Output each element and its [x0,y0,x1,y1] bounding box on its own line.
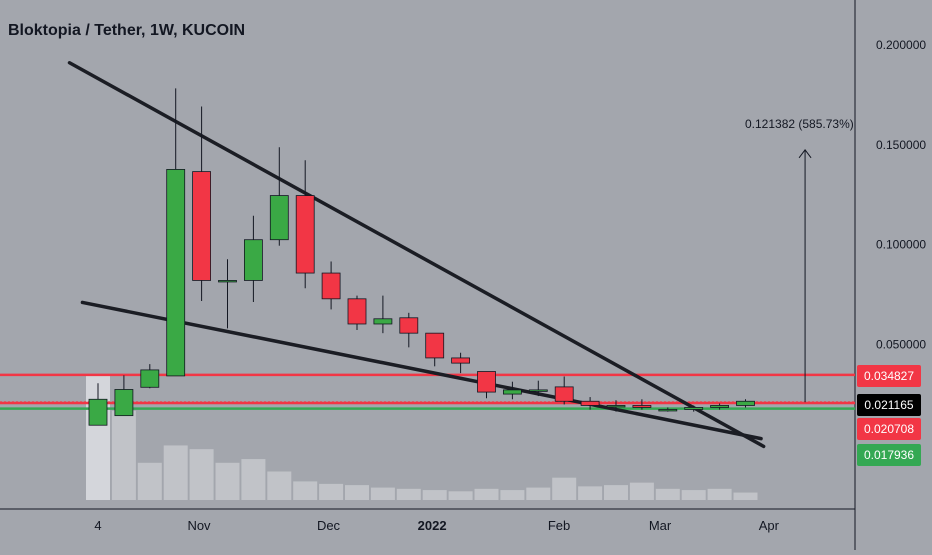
volume-bar [241,459,266,500]
volume-bar [604,485,628,500]
volume-bar [370,487,395,500]
time-tick-label: Feb [548,518,570,533]
volume-bar [189,449,214,500]
measure-tool[interactable] [798,149,812,403]
trendline[interactable] [67,61,766,449]
volume-bar [345,485,369,500]
price-tag-low: 0.020708 [857,418,921,440]
volume-bar [629,482,654,500]
measurement-label: 0.121382 (585.73%) 1 [745,117,857,131]
volume-bar [552,477,577,500]
volume-bar [293,481,318,500]
candle-up[interactable] [502,389,522,395]
time-tick-label: Mar [649,518,672,533]
volume-bar [474,488,499,500]
price-tick-label: 0.100000 [876,238,926,252]
volume-bar [267,471,292,500]
volume-bar [578,486,603,500]
volume-bar [396,488,421,500]
price-tick-label: 0.150000 [876,138,926,152]
price-tick-label: 0.200000 [876,38,926,52]
price-tick-label: 0.050000 [876,338,926,352]
volume-bar [111,410,136,500]
volume-bar [422,490,447,500]
price-tag-last: 0.021165 [857,394,921,416]
time-axis[interactable]: 4 Nov Dec 2022 Feb Mar Apr [94,518,779,533]
price-tag-resistance: 0.034827 [857,365,921,387]
volume-bar [707,488,732,500]
volume-bar [448,491,473,500]
volume-bar [319,483,344,500]
candle-down[interactable] [192,171,212,281]
price-tag-support: 0.017936 [857,444,921,466]
candle-down[interactable] [580,400,600,406]
candle-down[interactable] [321,272,341,300]
candles[interactable] [88,88,755,426]
candle-up[interactable] [218,280,237,283]
time-tick-label: Dec [317,518,341,533]
candle-up[interactable] [606,405,626,408]
trendline[interactable] [80,300,763,441]
candle-up[interactable] [114,389,134,417]
candle-up[interactable] [528,389,548,392]
candle-down[interactable] [399,317,419,334]
time-tick-label: Apr [759,518,780,533]
volume-bar [681,490,706,500]
candle-up[interactable] [140,369,160,388]
candle-down[interactable] [477,371,496,393]
candle-up[interactable] [736,400,755,406]
candle-down[interactable] [347,298,367,325]
candle-up[interactable] [243,239,263,281]
volume-bar [733,492,758,500]
candle-up[interactable] [373,318,393,325]
volume-bars [86,376,758,500]
volume-bar [500,490,525,500]
time-tick-label: Nov [187,518,211,533]
candle-down[interactable] [451,357,471,364]
volume-bar [655,488,680,500]
measure-arrow-head [798,149,812,159]
candle-up[interactable] [88,398,108,426]
volume-bar [137,462,162,500]
time-tick-label: 4 [94,518,101,533]
volume-bar [215,462,240,500]
volume-bar [526,487,551,500]
time-tick-label: 2022 [418,518,447,533]
candle-up[interactable] [658,409,678,412]
candle-down[interactable] [632,405,652,408]
candle-down[interactable] [295,195,315,274]
trendlines[interactable] [67,61,766,449]
candle-down[interactable] [425,332,445,359]
candle-up[interactable] [166,169,186,377]
candle-down[interactable] [554,386,574,402]
volume-bar [163,445,188,500]
chart-title: Bloktopia / Tether, 1W, KUCOIN [8,22,246,39]
candle-up[interactable] [710,405,729,408]
candle-up[interactable] [269,195,289,241]
candle-up[interactable] [684,407,704,410]
